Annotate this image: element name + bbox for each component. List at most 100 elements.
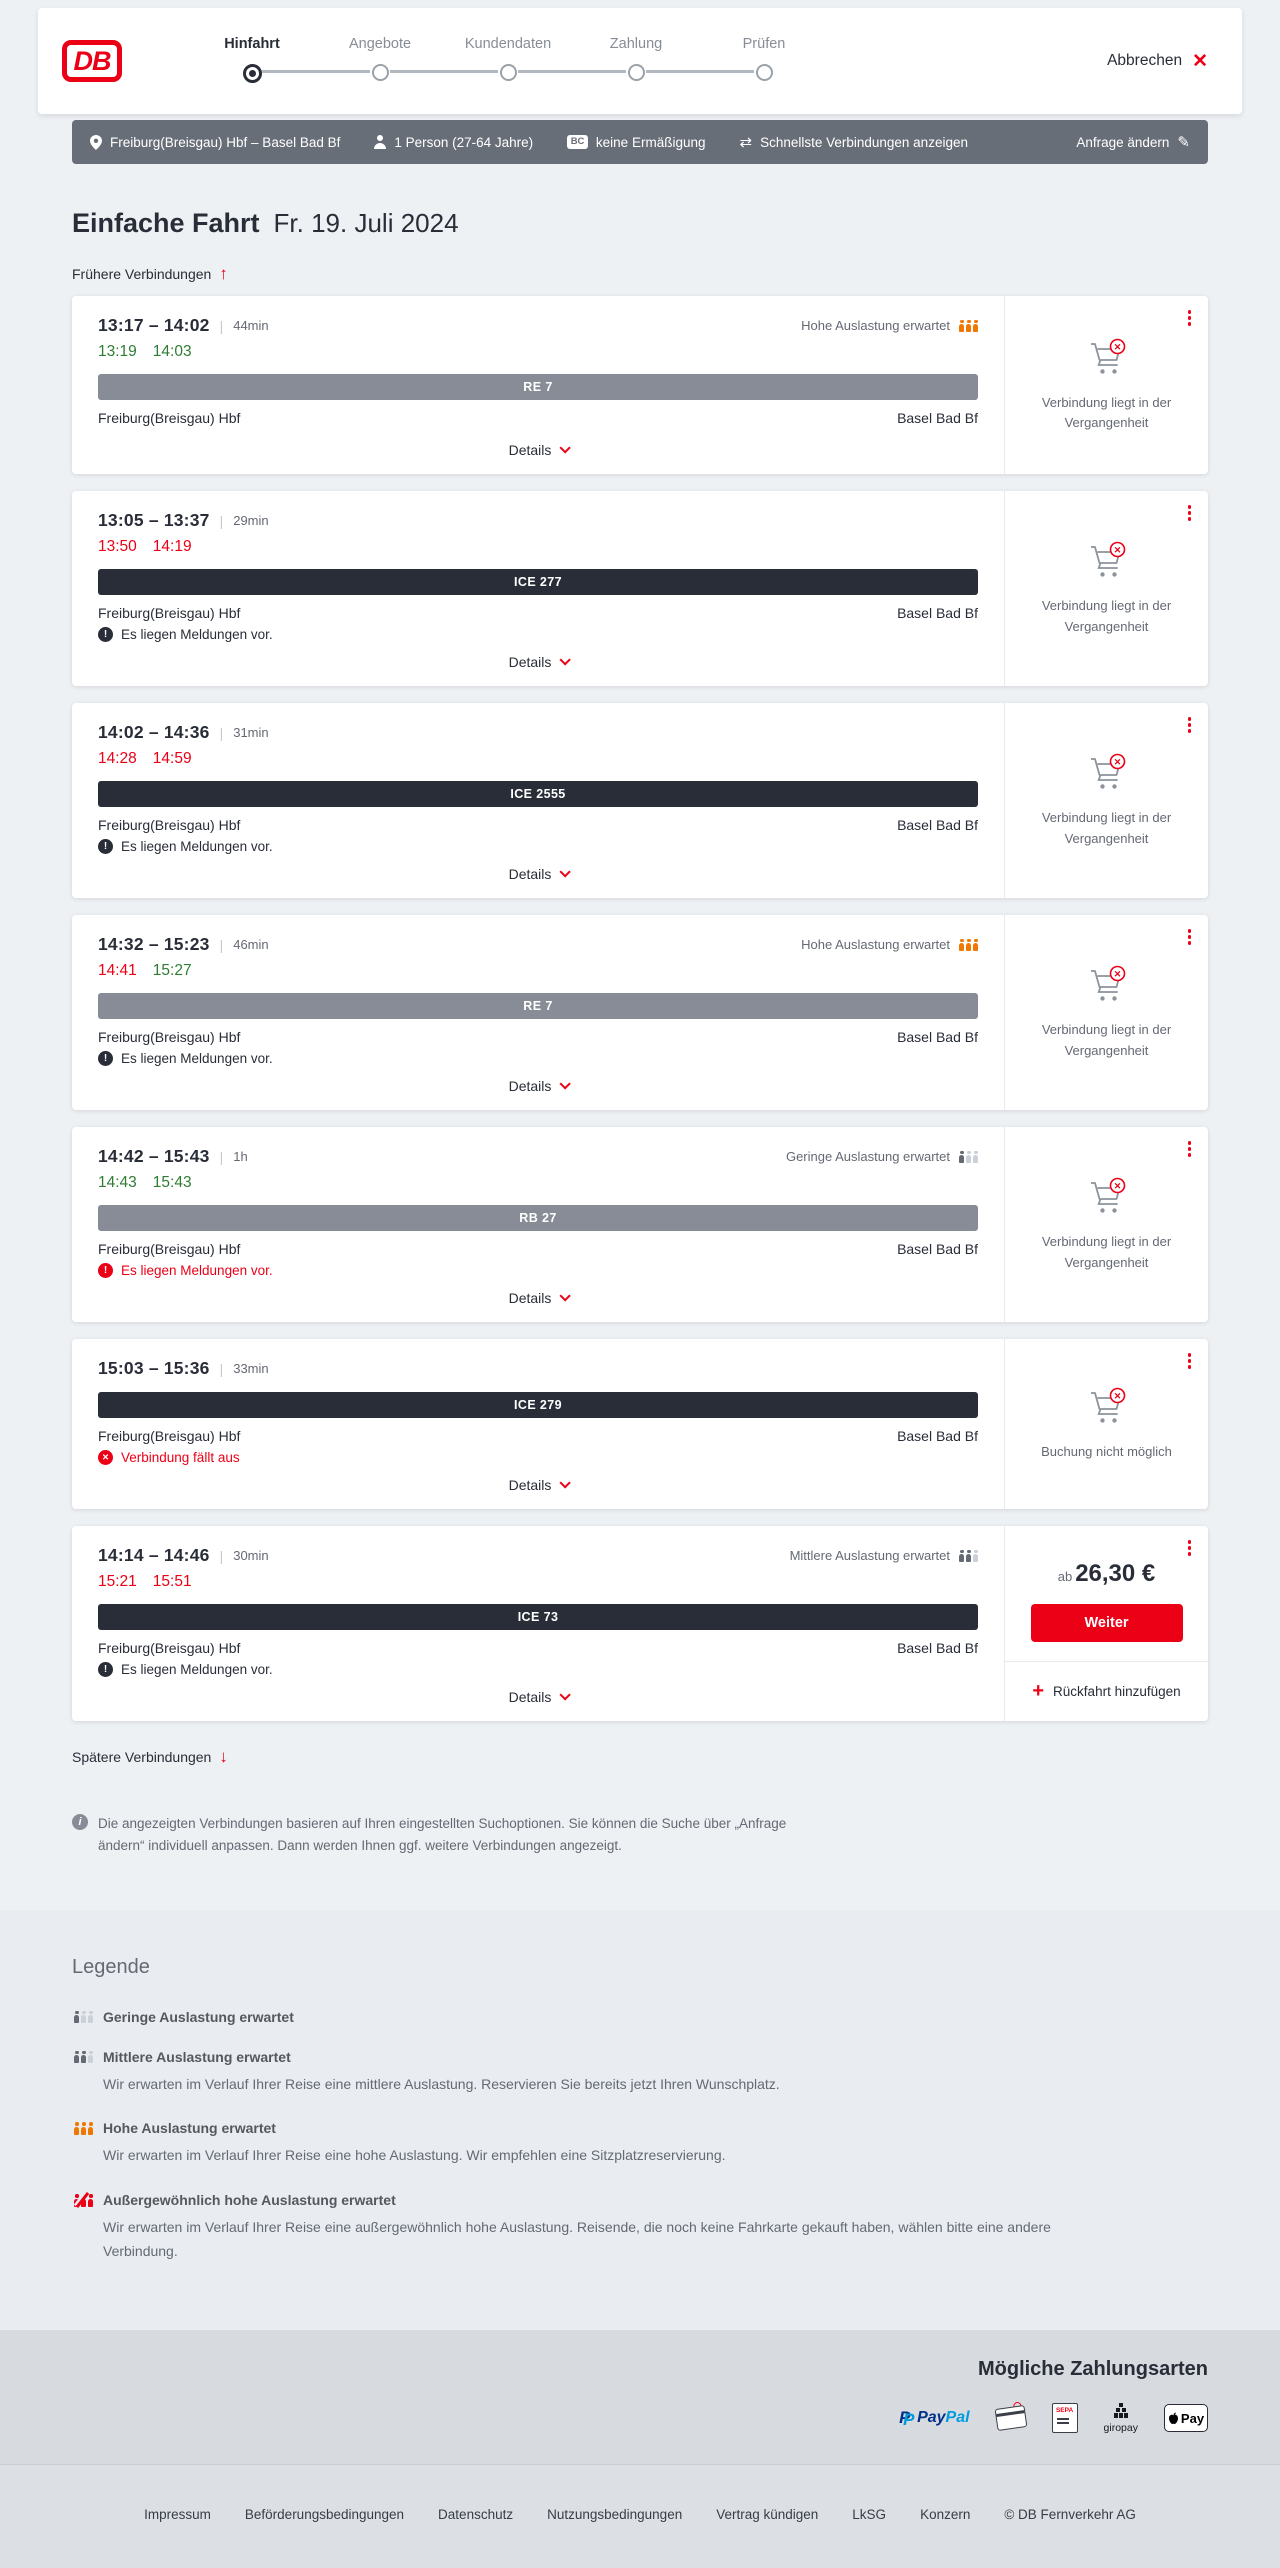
details-toggle[interactable]: Details xyxy=(98,432,978,462)
step-kundendaten[interactable]: Kundendaten xyxy=(390,34,572,88)
more-options-button[interactable] xyxy=(1184,1349,1196,1373)
details-toggle[interactable]: Details xyxy=(98,856,978,886)
connection-message: Es liegen Meldungen vor. xyxy=(98,839,978,854)
footer-link-impressum[interactable]: Impressum xyxy=(144,2506,211,2522)
connection-card-side: ✕ Verbindung liegt in der Vergangenheit xyxy=(1004,915,1208,1110)
occupancy-indicator: Geringe Auslastung erwartet xyxy=(785,1149,979,1164)
discount-summary: BC keine Ermäßigung xyxy=(567,135,705,150)
more-options-button[interactable] xyxy=(1184,713,1196,737)
occupancy-label: Geringe Auslastung erwartet xyxy=(785,1149,950,1164)
footer-link-datenschutz[interactable]: Datenschutz xyxy=(438,2506,514,2522)
occupancy-icon xyxy=(957,938,979,952)
train-label: ICE 279 xyxy=(514,1398,562,1412)
side-status-text: Verbindung liegt in der Vergangenheit xyxy=(1041,598,1172,634)
more-options-button[interactable] xyxy=(1184,501,1196,525)
svg-text:✕: ✕ xyxy=(1113,757,1121,767)
side-status-panel: ✕ Verbindung liegt in der Vergangenheit xyxy=(1005,1127,1208,1322)
footer-links: Impressum Beförderungsbedingungen Datens… xyxy=(0,2507,1280,2522)
alert-icon xyxy=(98,627,113,642)
occupancy-indicator: Hohe Auslastung erwartet xyxy=(801,318,979,333)
legend-section: Legende Geringe Auslastung erwartet Mitt… xyxy=(0,1909,1280,2330)
actual-arrival: 15:51 xyxy=(152,1573,192,1590)
origin-station: Freiburg(Breisgau) Hbf xyxy=(98,1640,241,1656)
more-options-button[interactable] xyxy=(1184,1137,1196,1161)
connection-card: 13:17 – 14:02 | 44min Hohe Auslastung er… xyxy=(72,296,1208,474)
connection-times-row: 13:17 – 14:02 | 44min Hohe Auslastung er… xyxy=(98,315,979,336)
earlier-connections-link[interactable]: Frühere Verbindungen ↑ xyxy=(72,264,228,283)
connection-times-row: 14:32 – 15:23 | 46min Hohe Auslastung er… xyxy=(98,934,979,955)
svg-text:✕: ✕ xyxy=(1113,1391,1121,1401)
cart-unavailable-icon: ✕ xyxy=(1090,1387,1125,1423)
more-options-button[interactable] xyxy=(1184,925,1196,949)
person-icon xyxy=(374,135,387,149)
step-pruefen[interactable]: Prüfen xyxy=(646,34,828,88)
connection-card: 14:42 – 15:43 | 1h Geringe Auslastung er… xyxy=(72,1127,1208,1322)
duration: 29min xyxy=(233,513,269,528)
connection-card-main: 13:17 – 14:02 | 44min Hohe Auslastung er… xyxy=(72,296,1004,474)
destination-station: Basel Bad Bf xyxy=(897,410,978,426)
cart-unavailable-icon: ✕ xyxy=(1090,542,1125,578)
origin-station: Freiburg(Breisgau) Hbf xyxy=(98,1428,241,1444)
footer-link-vertrag-kuendigen[interactable]: Vertrag kündigen xyxy=(716,2506,819,2522)
train-line-bar: ICE 2555 xyxy=(98,781,978,807)
price: ab 26,30 € xyxy=(1057,1559,1156,1587)
details-toggle[interactable]: Details xyxy=(98,644,978,674)
step-hinfahrt[interactable]: Hinfahrt xyxy=(188,34,316,88)
connection-times-row: 15:03 – 15:36 | 33min xyxy=(98,1358,269,1378)
chevron-down-icon xyxy=(559,1689,572,1701)
duration: 46min xyxy=(233,937,269,952)
change-request-button[interactable]: Anfrage ändern ✎ xyxy=(1076,133,1190,151)
connection-card: 14:14 – 14:46 | 30min Mittlere Auslastun… xyxy=(72,1526,1208,1721)
fastest-connections-toggle[interactable]: ⇄ Schnellste Verbindungen anzeigen xyxy=(739,133,968,151)
details-toggle[interactable]: Details xyxy=(98,1068,978,1098)
continue-button[interactable]: Weiter xyxy=(1030,1603,1183,1642)
cancel-button[interactable]: Abbrechen ✕ xyxy=(1107,50,1208,72)
actual-times-row: 13:19 14:03 xyxy=(98,343,978,361)
side-price-panel: ab 26,30 € Weiter + Rückfahrt hinzufügen xyxy=(1005,1526,1208,1721)
info-note: i Die angezeigten Verbindungen basieren … xyxy=(72,1813,792,1858)
connection-card-main: 14:02 – 14:36 | 31min 14:28 14:59 ICE 25… xyxy=(72,703,1004,898)
actual-departure: 14:41 xyxy=(98,962,137,979)
occupancy-medium-icon xyxy=(72,2050,94,2064)
details-toggle[interactable]: Details xyxy=(98,1679,978,1709)
alert-icon xyxy=(98,1263,113,1278)
message-text: Es liegen Meldungen vor. xyxy=(121,1263,273,1278)
message-text: Es liegen Meldungen vor. xyxy=(121,1051,273,1066)
connection-card-main: 13:05 – 13:37 | 29min 13:50 14:19 ICE 27… xyxy=(72,491,1004,686)
actual-times-row: 15:21 15:51 xyxy=(98,1573,978,1591)
footer-link-nutzungsbedingungen[interactable]: Nutzungsbedingungen xyxy=(547,2506,683,2522)
connection-times-row: 14:14 – 14:46 | 30min Mittlere Auslastun… xyxy=(98,1545,979,1566)
side-status-panel: ✕ Verbindung liegt in der Vergangenheit xyxy=(1005,703,1208,898)
info-icon: i xyxy=(72,1814,88,1830)
connection-times-row: 13:05 – 13:37 | 29min xyxy=(98,510,269,530)
more-options-button[interactable] xyxy=(1184,1536,1196,1560)
footer-link-konzern[interactable]: Konzern xyxy=(920,2506,971,2522)
train-label: RB 27 xyxy=(519,1211,557,1225)
train-line-bar: ICE 73 xyxy=(98,1604,978,1630)
later-connections-link[interactable]: Spätere Verbindungen ↓ xyxy=(72,1747,228,1766)
cart-unavailable-icon: ✕ xyxy=(1090,966,1125,1002)
train-label: ICE 2555 xyxy=(510,787,566,801)
actual-departure: 13:19 xyxy=(98,343,137,360)
details-toggle[interactable]: Details xyxy=(98,1280,978,1310)
actual-departure: 13:50 xyxy=(98,538,137,555)
connection-card-side: ✕ Verbindung liegt in der Vergangenheit xyxy=(1004,491,1208,686)
step-circle-icon xyxy=(371,64,389,81)
step-zahlung[interactable]: Zahlung xyxy=(518,34,700,88)
actual-arrival: 15:43 xyxy=(152,1174,192,1191)
details-toggle[interactable]: Details xyxy=(98,1467,978,1497)
scheduled-times: 15:03 – 15:36 xyxy=(98,1358,210,1378)
more-options-button[interactable] xyxy=(1184,306,1196,330)
footer-link-befoerderungsbedingungen[interactable]: Beförderungsbedingungen xyxy=(244,2506,405,2522)
scheduled-times: 14:02 – 14:36 xyxy=(98,722,210,742)
actual-arrival: 14:19 xyxy=(152,538,192,555)
message-text: Es liegen Meldungen vor. xyxy=(121,627,273,642)
step-angebote[interactable]: Angebote xyxy=(262,34,444,88)
train-label: ICE 73 xyxy=(517,1610,559,1624)
stations-row: Freiburg(Breisgau) Hbf Basel Bad Bf xyxy=(98,1241,978,1257)
footer-link-lksg[interactable]: LkSG xyxy=(852,2506,887,2522)
chevron-down-icon xyxy=(559,1290,572,1302)
duration: 33min xyxy=(233,1361,269,1376)
page-title: Einfache Fahrt xyxy=(72,208,260,238)
add-return-button[interactable]: + Rückfahrt hinzufügen xyxy=(1005,1661,1208,1721)
